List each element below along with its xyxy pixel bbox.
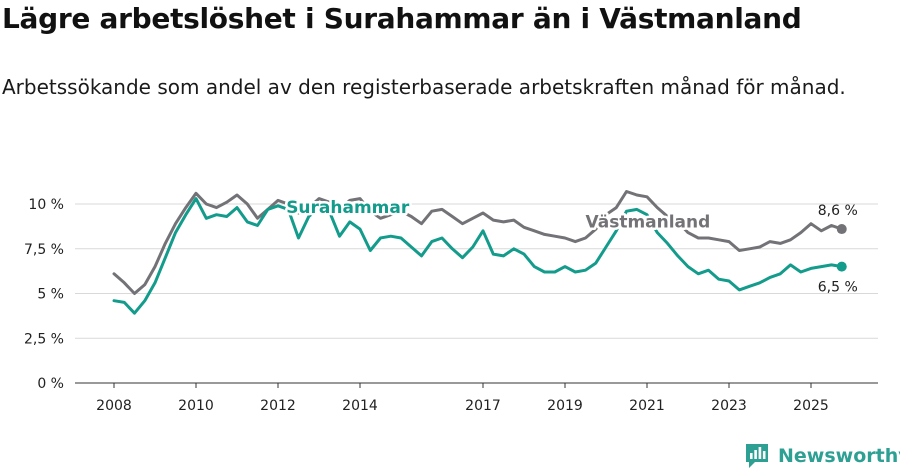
end-value-label: 6,5 %	[818, 280, 858, 296]
series-name-label: Västmanland	[586, 212, 711, 232]
end-value-label: 8,6 %	[818, 203, 858, 219]
x-tick-label: 2025	[793, 398, 829, 414]
chart-subtitle: Arbetssökande som andel av den registerb…	[2, 75, 846, 99]
series-name-label: Surahammar	[286, 198, 410, 218]
end-point-surahammar	[836, 261, 847, 272]
newsworthy-logo-icon	[746, 444, 768, 468]
newsworthy-brand: Newsworthy	[744, 442, 900, 470]
y-tick-label: 5 %	[37, 287, 64, 303]
y-tick-label: 0 %	[37, 376, 64, 392]
end-point-v-stmanland	[836, 224, 847, 235]
gridlines	[75, 203, 878, 339]
y-tick-label: 2,5 %	[24, 331, 64, 347]
axes: 0 % 2,5 % 5 % 7,5 % 10 % 2008 2010 2012 2014 2017…	[24, 197, 878, 414]
series-line-surahammar	[112, 197, 844, 315]
x-tick-label: 2023	[711, 398, 747, 414]
x-tick-label: 2014	[342, 398, 378, 414]
series-line-v-stmanland	[112, 190, 844, 295]
x-tick-label: 2010	[178, 398, 214, 414]
series-lines	[112, 190, 847, 315]
x-tick-label: 2019	[547, 398, 583, 414]
y-tick-label: 7,5 %	[24, 242, 64, 258]
x-tick-label: 2012	[260, 398, 296, 414]
series-labels: 8,6 % 6,5 % Västmanland Surahammar	[284, 195, 858, 296]
x-tick-label: 2021	[629, 398, 665, 414]
x-tick-label: 2008	[96, 398, 132, 414]
x-tick-label: 2017	[465, 398, 501, 414]
chart-title: Lägre arbetslöshet i Surahammar än i Väs…	[2, 2, 802, 35]
brand-name: Newsworthy	[778, 445, 900, 467]
y-tick-label: 10 %	[28, 197, 64, 213]
